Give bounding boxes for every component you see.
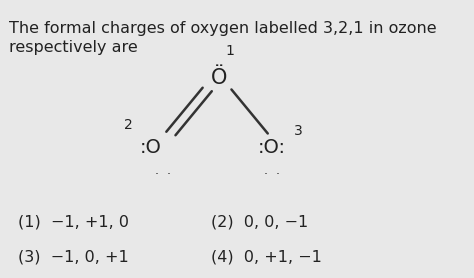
Text: (1)  −1, +1, 0: (1) −1, +1, 0 [18, 214, 128, 229]
Text: Ö: Ö [211, 68, 228, 88]
Text: :O:: :O: [258, 138, 286, 157]
Text: (4)  0, +1, −1: (4) 0, +1, −1 [211, 250, 322, 265]
Text: .  .: . . [155, 164, 171, 177]
Text: (2)  0, 0, −1: (2) 0, 0, −1 [211, 214, 309, 229]
Text: The formal charges of oxygen labelled 3,2,1 in ozone
respectively are: The formal charges of oxygen labelled 3,… [9, 21, 437, 55]
Text: 1: 1 [225, 44, 234, 58]
Text: .  .: . . [264, 164, 280, 177]
Text: (3)  −1, 0, +1: (3) −1, 0, +1 [18, 250, 128, 265]
Text: :O: :O [140, 138, 162, 157]
Text: 3: 3 [294, 124, 302, 138]
Text: 2: 2 [124, 118, 133, 132]
